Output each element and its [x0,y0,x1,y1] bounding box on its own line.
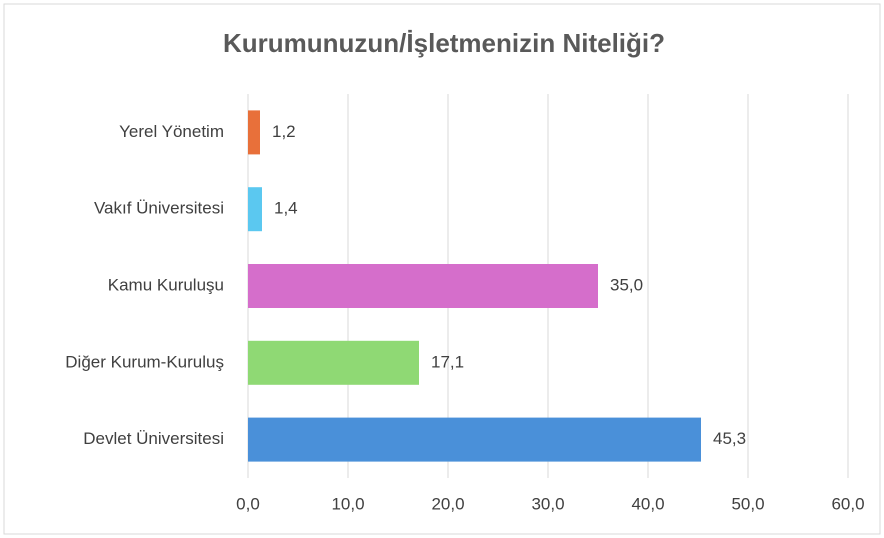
bar [248,110,260,155]
x-tick-label: 30,0 [531,494,564,513]
y-tick-label: Vakıf Üniversitesi [94,199,224,218]
x-tick-label: 60,0 [831,494,864,513]
bar [248,417,701,462]
x-tick-label: 10,0 [331,494,364,513]
data-label: 1,4 [274,199,298,218]
y-tick-label: Devlet Üniversitesi [83,429,224,448]
data-label: 35,0 [610,275,643,294]
y-tick-label: Kamu Kuruluşu [108,275,224,294]
bar [248,340,419,385]
y-tick-label: Diğer Kurum-Kuruluş [65,352,224,371]
data-label: 17,1 [431,352,464,371]
chart-title: Kurumunuzun/İşletmenizin Niteliği? [223,28,665,58]
x-tick-label: 0,0 [236,494,260,513]
data-label: 45,3 [713,429,746,448]
data-label: 1,2 [272,122,296,141]
y-tick-label: Yerel Yönetim [119,122,224,141]
bar [248,187,262,232]
x-tick-label: 50,0 [731,494,764,513]
x-tick-label: 40,0 [631,494,664,513]
x-tick-label: 20,0 [431,494,464,513]
bar [248,264,598,308]
